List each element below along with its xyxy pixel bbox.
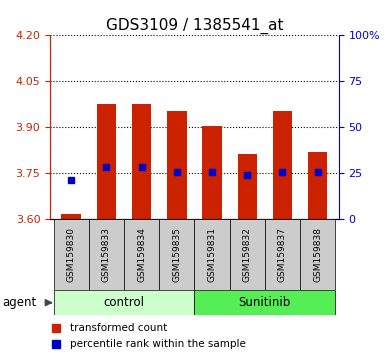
Bar: [238, 154, 257, 219]
Bar: [203, 126, 222, 219]
Bar: [97, 104, 116, 219]
Bar: [229, 219, 265, 290]
Bar: [54, 290, 194, 315]
Title: GDS3109 / 1385541_at: GDS3109 / 1385541_at: [105, 18, 283, 34]
Bar: [124, 219, 159, 290]
Bar: [89, 219, 124, 290]
Bar: [300, 219, 335, 290]
Text: GSM159833: GSM159833: [102, 227, 111, 282]
Bar: [273, 110, 292, 219]
Text: GSM159838: GSM159838: [313, 227, 322, 282]
Text: GSM159835: GSM159835: [172, 227, 181, 282]
Text: GSM159832: GSM159832: [243, 227, 252, 282]
Text: GSM159837: GSM159837: [278, 227, 287, 282]
Bar: [167, 110, 186, 219]
Bar: [54, 219, 89, 290]
Text: control: control: [104, 296, 144, 309]
Bar: [308, 152, 327, 219]
Bar: [194, 219, 229, 290]
Bar: [194, 290, 335, 315]
Text: GSM159831: GSM159831: [208, 227, 216, 282]
Text: agent: agent: [2, 296, 36, 309]
Bar: [159, 219, 194, 290]
Text: GSM159830: GSM159830: [67, 227, 76, 282]
Text: transformed count: transformed count: [70, 323, 167, 333]
Text: percentile rank within the sample: percentile rank within the sample: [70, 339, 246, 349]
Bar: [132, 104, 151, 219]
Text: GSM159834: GSM159834: [137, 227, 146, 282]
Text: Sunitinib: Sunitinib: [239, 296, 291, 309]
Bar: [62, 214, 81, 219]
Bar: [265, 219, 300, 290]
